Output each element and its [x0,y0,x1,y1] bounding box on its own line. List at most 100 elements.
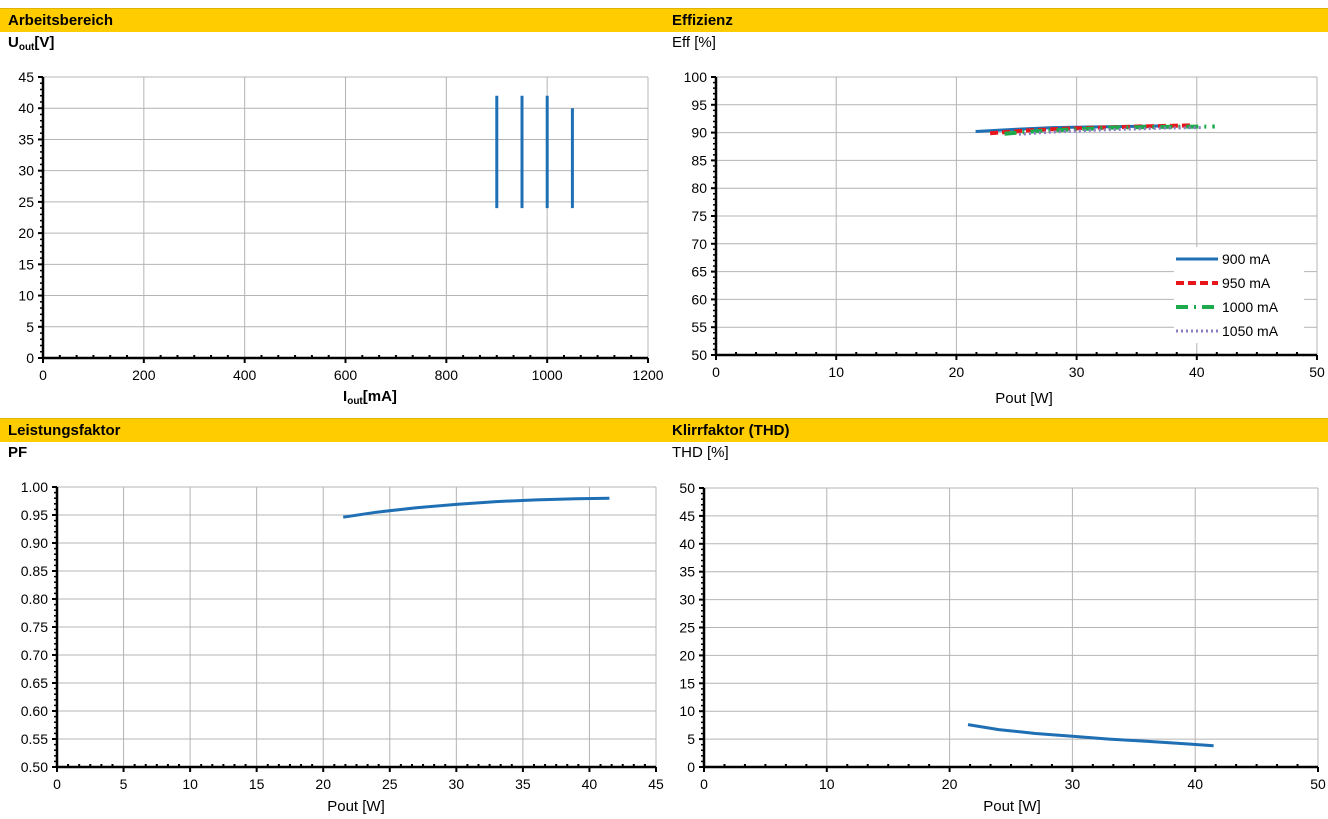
y-tick-label: 50 [679,480,695,496]
x-tick-label: 400 [233,367,257,383]
panel-title: Effizienz [664,8,1328,32]
x-axis-label: Pout [W] [327,798,385,815]
x-tick-label: 20 [942,776,958,792]
y-tick-label: 35 [18,131,34,147]
y-tick-label: 65 [691,264,707,280]
y-tick-label: 100 [684,69,708,85]
y-tick-label: 35 [679,564,695,580]
y-tick-label: 60 [691,291,707,307]
x-tick-label: 40 [582,776,598,792]
y-tick-label: 45 [679,508,695,524]
y-tick-label: 70 [691,236,707,252]
y-tick-label: 80 [691,180,707,196]
y-tick-label: 0.75 [21,619,48,635]
x-tick-label: 45 [648,776,664,792]
x-tick-label: 20 [315,776,331,792]
panel-title: Klirrfaktor (THD) [664,418,1328,442]
y-tick-label: 0.95 [21,507,48,523]
y-tick-label: 30 [18,163,34,179]
x-tick-label: 40 [1187,776,1203,792]
panel-title: Arbeitsbereich [0,8,664,32]
x-tick-label: 30 [1069,364,1085,380]
y-tick-label: 20 [679,647,695,663]
y-tick-label: 1.00 [21,479,48,495]
series-line-1000-ma [1004,124,1215,136]
y-tick-label: 0.85 [21,563,48,579]
y-tick-label: 15 [679,675,695,691]
y-axis-label: THD [%] [672,444,729,461]
legend-swatch-900 [1176,257,1218,261]
panel-arbeitsbereich: Arbeitsbereich Uout[V] 0 5 10 15 20 25 30 35 40 4… [0,8,664,408]
chart-arbeitsbereich: 0 5 10 15 20 25 30 35 40 45 0 200 400 600 800 1000 1200 [18,69,663,383]
x-tick-label: 1000 [532,367,563,383]
x-tick-label: 10 [182,776,198,792]
y-tick-label: 0.90 [21,535,48,551]
x-tick-label: 25 [382,776,398,792]
x-tick-label: 1200 [632,367,663,383]
x-tick-label: 20 [949,364,965,380]
y-tick-label: 55 [691,319,707,335]
x-tick-label: 200 [132,367,156,383]
legend-item-1000: 1000 mA [1174,295,1304,319]
y-axis-label: Eff [%] [672,34,716,51]
y-tick-label: 0.50 [21,759,48,775]
y-tick-label: 10 [18,288,34,304]
x-tick-label: 30 [1065,776,1081,792]
x-tick-label: 15 [249,776,265,792]
chart-klirrfaktor: 0 5 10 15 20 25 30 35 40 45 50 0 10 20 30 40 50 [679,480,1326,792]
y-tick-label: 90 [691,125,707,141]
y-tick-label: 75 [691,208,707,224]
x-tick-label: 50 [1310,776,1326,792]
y-tick-label: 0 [26,350,34,366]
x-tick-label: 0 [700,776,708,792]
legend-label: 900 mA [1222,251,1271,267]
panel-title: Leistungsfaktor [0,418,664,442]
legend-label: 1050 mA [1222,323,1279,339]
x-tick-label: 50 [1309,364,1325,380]
x-axis-label: Pout [W] [983,798,1041,815]
y-tick-label: 50 [691,347,707,363]
x-tick-label: 5 [120,776,128,792]
x-tick-label: 10 [828,364,844,380]
x-axis-label: Iout[mA] [343,388,397,407]
x-tick-label: 10 [819,776,835,792]
y-tick-label: 0.70 [21,647,48,663]
y-tick-label: 40 [18,100,34,116]
x-tick-label: 35 [515,776,531,792]
y-tick-label: 10 [679,703,695,719]
y-tick-label: 85 [691,152,707,168]
y-tick-label: 5 [687,731,695,747]
x-tick-label: 600 [334,367,358,383]
legend-swatch-1000 [1176,305,1218,309]
legend-item-900: 900 mA [1174,247,1304,271]
y-tick-label: 0.80 [21,591,48,607]
y-tick-label: 5 [26,319,34,335]
y-tick-label: 25 [18,194,34,210]
y-tick-label: 45 [18,69,34,85]
y-axis-label: Uout[V] [8,34,55,53]
y-tick-label: 40 [679,536,695,552]
series-line-900-ma [975,124,1166,133]
legend: 900 mA 950 mA 1000 mA 1050 mA [1174,247,1304,343]
legend-label: 950 mA [1222,275,1271,291]
legend-swatch-950 [1176,281,1218,285]
y-tick-label: 30 [679,592,695,608]
y-tick-label: 25 [679,620,695,636]
chart-leistungsfaktor: 0.50 0.55 0.60 0.65 0.70 0.75 0.80 0.85 0.90 0.95… [21,479,664,792]
x-axis-label: Pout [W] [995,390,1053,407]
legend-label: 1000 mA [1222,299,1279,315]
panel-leistungsfaktor: Leistungsfaktor PF 0.50 0.55 0.60 0.65 0.70 0… [0,418,664,818]
legend-swatch-1050 [1176,329,1218,333]
y-tick-label: 95 [691,97,707,113]
panel-klirrfaktor: Klirrfaktor (THD) THD [%] 0 5 10 15 20 25 30 35… [664,418,1328,818]
x-tick-label: 0 [712,364,720,380]
legend-item-950: 950 mA [1174,271,1304,295]
y-tick-label: 0.60 [21,703,48,719]
x-tick-label: 0 [39,367,47,383]
x-tick-label: 0 [53,776,61,792]
y-tick-label: 20 [18,225,34,241]
y-tick-label: 0.55 [21,731,48,747]
y-tick-label: 15 [18,256,34,272]
chart-effizienz: 50 55 60 65 70 75 80 85 90 95 100 0 10 20 30 40 50 [684,69,1325,380]
y-axis-label: PF [8,444,28,461]
